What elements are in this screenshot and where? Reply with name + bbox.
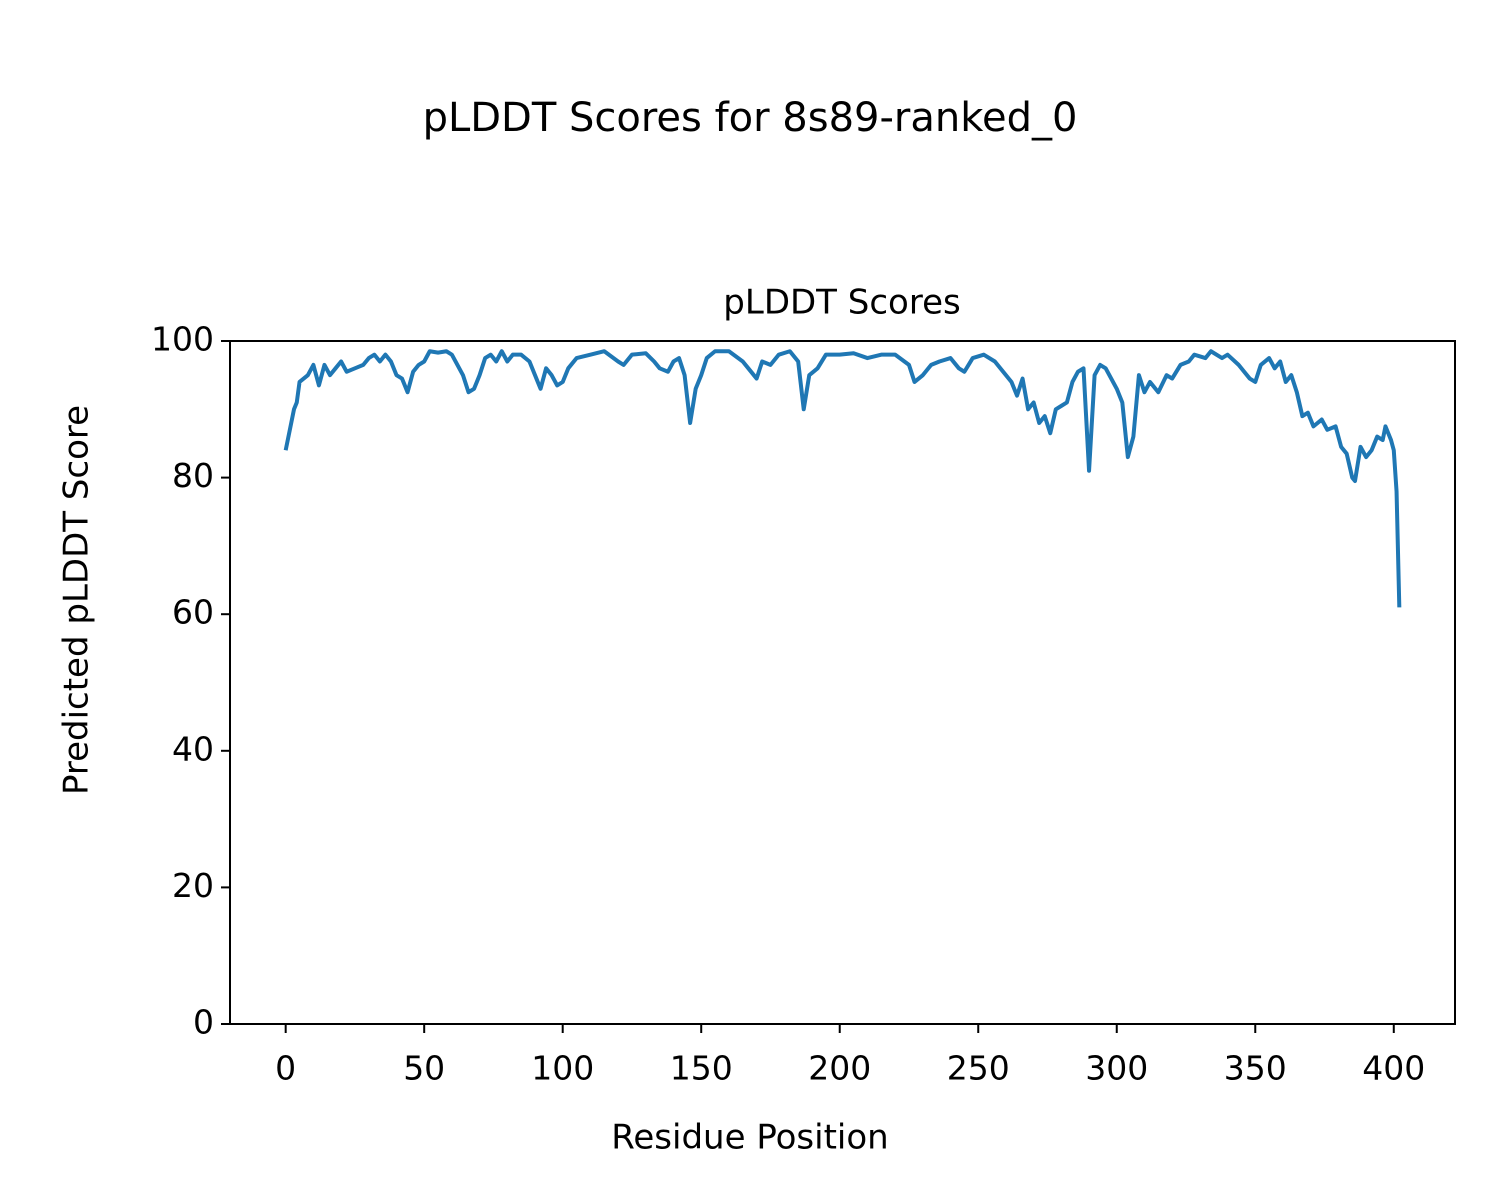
x-tick-label: 350 (1224, 1049, 1287, 1088)
x-tick-label: 150 (670, 1049, 733, 1088)
y-tick-label: 20 (172, 866, 214, 905)
y-tick-label: 60 (172, 593, 214, 632)
x-tick-label: 400 (1362, 1049, 1425, 1088)
x-tick-label: 0 (275, 1049, 296, 1088)
chart-subtitle: pLDDT Scores (723, 283, 960, 323)
x-tick-label: 50 (403, 1049, 445, 1088)
chart-title: pLDDT Scores for 8s89-ranked_0 (423, 95, 1078, 141)
y-tick-label: 40 (172, 729, 214, 768)
x-tick-label: 100 (531, 1049, 594, 1088)
x-tick-label: 200 (808, 1049, 871, 1088)
x-tick-label: 300 (1085, 1049, 1148, 1088)
y-tick-label: 80 (172, 456, 214, 495)
x-tick-label: 250 (947, 1049, 1010, 1088)
x-axis-label: Residue Position (611, 1118, 888, 1158)
line-series (283, 349, 1402, 608)
y-axis-label: Predicted pLDDT Score (57, 405, 97, 795)
y-tick-label: 0 (193, 1003, 214, 1042)
y-tick-label: 100 (151, 320, 214, 359)
plot-frame (229, 340, 1456, 1025)
